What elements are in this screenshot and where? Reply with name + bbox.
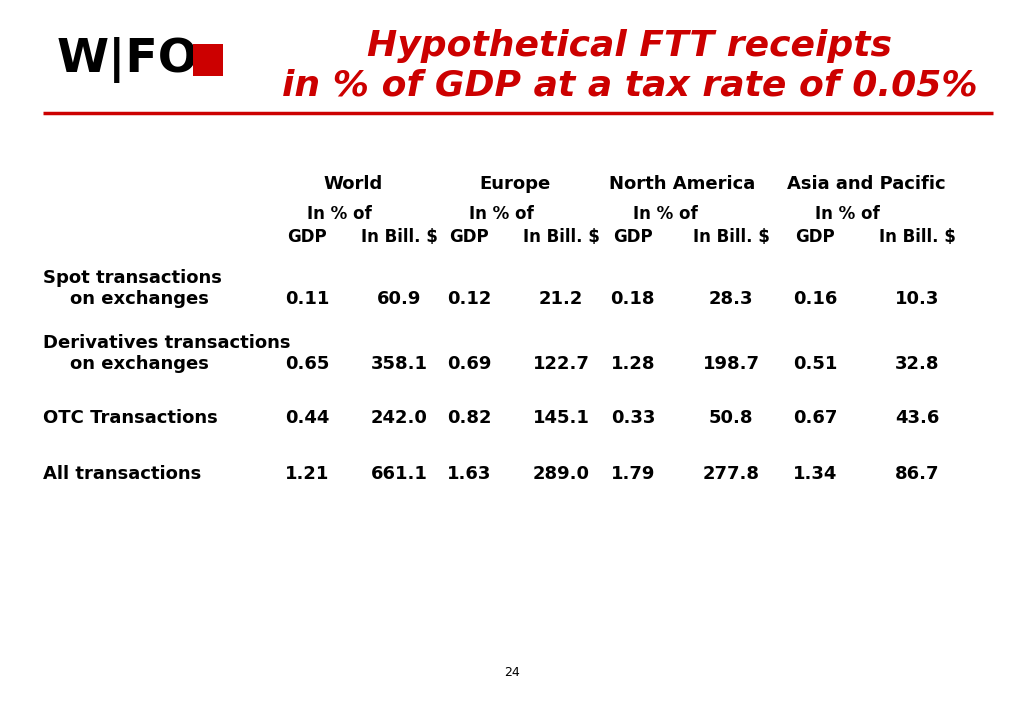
Text: In % of: In % of — [815, 205, 880, 223]
Text: GDP: GDP — [796, 228, 835, 246]
Text: 60.9: 60.9 — [377, 290, 422, 308]
Text: In Bill. $: In Bill. $ — [522, 228, 600, 246]
Text: 0.11: 0.11 — [285, 290, 330, 308]
Text: 1.63: 1.63 — [446, 464, 492, 483]
Text: 242.0: 242.0 — [371, 409, 428, 428]
Text: 86.7: 86.7 — [895, 464, 940, 483]
Text: 50.8: 50.8 — [709, 409, 754, 428]
Text: GDP: GDP — [288, 228, 327, 246]
Text: 0.65: 0.65 — [285, 355, 330, 374]
Text: 24: 24 — [504, 666, 520, 679]
Text: World: World — [324, 175, 383, 194]
Text: In Bill. $: In Bill. $ — [360, 228, 438, 246]
Text: 43.6: 43.6 — [895, 409, 940, 428]
Text: 10.3: 10.3 — [895, 290, 940, 308]
Text: 145.1: 145.1 — [532, 409, 590, 428]
Text: 1.21: 1.21 — [285, 464, 330, 483]
Text: 661.1: 661.1 — [371, 464, 428, 483]
Text: 358.1: 358.1 — [371, 355, 428, 374]
Text: 1.34: 1.34 — [793, 464, 838, 483]
Text: in % of GDP at a tax rate of 0.05%: in % of GDP at a tax rate of 0.05% — [282, 68, 978, 102]
Text: 0.67: 0.67 — [793, 409, 838, 428]
Text: on exchanges: on exchanges — [70, 290, 209, 308]
Text: 0.51: 0.51 — [793, 355, 838, 374]
Text: 289.0: 289.0 — [532, 464, 590, 483]
Text: 0.69: 0.69 — [446, 355, 492, 374]
Text: 0.16: 0.16 — [793, 290, 838, 308]
Text: W|FO: W|FO — [56, 38, 199, 83]
Text: North America: North America — [609, 175, 755, 194]
Text: 0.44: 0.44 — [285, 409, 330, 428]
Text: In % of: In % of — [633, 205, 697, 223]
Text: 0.82: 0.82 — [446, 409, 492, 428]
Text: on exchanges: on exchanges — [70, 355, 209, 374]
Text: 28.3: 28.3 — [709, 290, 754, 308]
Text: 277.8: 277.8 — [702, 464, 760, 483]
Text: 0.33: 0.33 — [610, 409, 655, 428]
Text: In % of: In % of — [307, 205, 372, 223]
Text: Hypothetical FTT receipts: Hypothetical FTT receipts — [368, 29, 892, 63]
Text: Europe: Europe — [479, 175, 551, 194]
Text: Derivatives transactions: Derivatives transactions — [43, 334, 291, 352]
Text: Asia and Pacific: Asia and Pacific — [787, 175, 945, 194]
Text: 198.7: 198.7 — [702, 355, 760, 374]
Text: In % of: In % of — [469, 205, 534, 223]
Text: In Bill. $: In Bill. $ — [879, 228, 956, 246]
Text: GDP: GDP — [450, 228, 488, 246]
Text: 1.79: 1.79 — [610, 464, 655, 483]
Text: 0.18: 0.18 — [610, 290, 655, 308]
Text: OTC Transactions: OTC Transactions — [43, 409, 218, 428]
Text: 1.28: 1.28 — [610, 355, 655, 374]
Text: 21.2: 21.2 — [539, 290, 584, 308]
Text: All transactions: All transactions — [43, 464, 202, 483]
Text: 0.12: 0.12 — [446, 290, 492, 308]
Text: GDP: GDP — [613, 228, 652, 246]
Text: In Bill. $: In Bill. $ — [692, 228, 770, 246]
Text: 122.7: 122.7 — [532, 355, 590, 374]
Text: 32.8: 32.8 — [895, 355, 940, 374]
Text: Spot transactions: Spot transactions — [43, 269, 222, 287]
